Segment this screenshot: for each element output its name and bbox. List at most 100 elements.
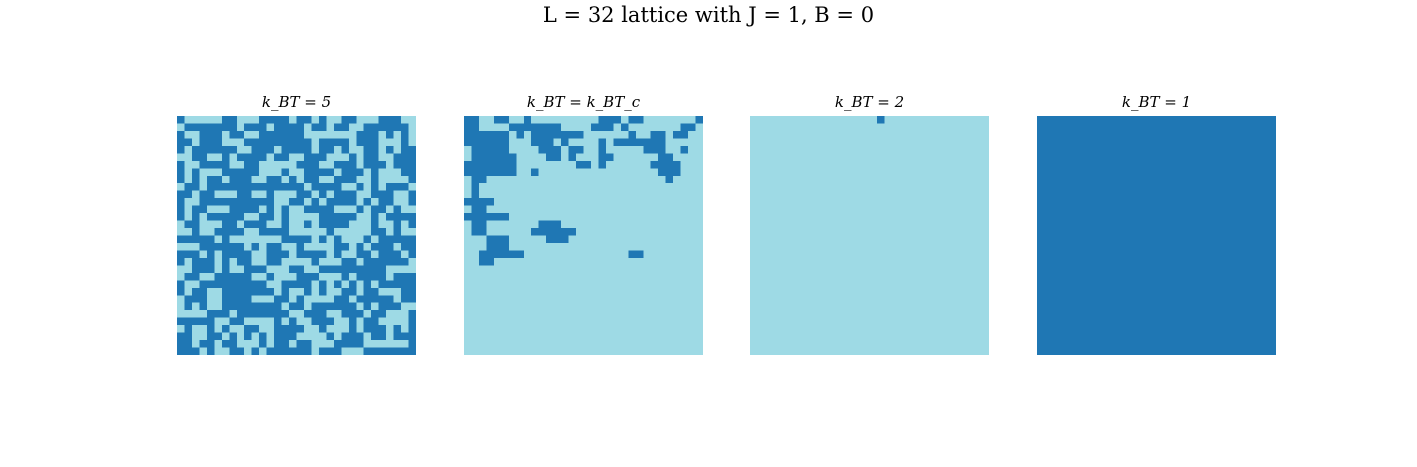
lattice-site	[1149, 183, 1157, 191]
lattice-site	[779, 205, 788, 214]
lattice-site	[1074, 220, 1082, 229]
lattice-site	[779, 116, 788, 124]
lattice-site	[408, 205, 416, 214]
lattice-site	[809, 272, 818, 281]
lattice-site	[371, 130, 379, 139]
lattice-site	[274, 160, 282, 169]
lattice-site	[303, 265, 312, 273]
lattice-site	[244, 325, 252, 333]
lattice-site	[673, 235, 681, 244]
lattice-site	[501, 250, 509, 259]
lattice-site	[531, 287, 539, 296]
lattice-site	[296, 347, 305, 355]
lattice-site	[929, 220, 937, 229]
lattice-site	[1059, 228, 1068, 236]
lattice-site	[576, 175, 584, 184]
lattice-site	[516, 190, 524, 199]
lattice-site	[236, 310, 245, 318]
lattice-site	[802, 347, 810, 355]
lattice-site	[695, 160, 703, 169]
lattice-site	[1126, 257, 1135, 266]
lattice-site	[590, 220, 599, 229]
lattice-site	[869, 220, 878, 229]
lattice-site	[839, 265, 848, 273]
lattice-site	[546, 332, 554, 341]
lattice-site	[590, 295, 599, 303]
lattice-site	[371, 325, 379, 333]
lattice-site	[531, 116, 539, 124]
lattice-site	[772, 160, 781, 169]
lattice-site	[546, 317, 554, 326]
lattice-site	[1216, 145, 1224, 154]
lattice-site	[944, 235, 952, 244]
lattice-site	[974, 198, 982, 206]
lattice-site	[1208, 213, 1217, 221]
lattice-site	[371, 198, 379, 206]
lattice-site	[899, 340, 907, 348]
lattice-site	[471, 265, 480, 273]
lattice-site	[658, 175, 666, 184]
lattice-site	[356, 123, 364, 132]
lattice-site	[221, 325, 230, 333]
lattice-site	[620, 228, 629, 236]
lattice-site	[869, 280, 878, 288]
lattice-site	[363, 302, 372, 311]
lattice-site	[341, 190, 349, 199]
lattice-site	[1201, 153, 1209, 161]
lattice-site	[259, 325, 267, 333]
lattice-site	[478, 190, 487, 199]
lattice-site	[568, 116, 577, 124]
lattice-site	[1141, 116, 1150, 124]
lattice-site	[1261, 310, 1269, 318]
lattice-site	[326, 205, 334, 214]
lattice-site	[1253, 242, 1262, 251]
lattice-site	[378, 205, 387, 214]
lattice-site	[393, 242, 402, 251]
lattice-site	[1104, 340, 1112, 348]
lattice-site	[221, 130, 230, 139]
lattice-site	[802, 183, 810, 191]
lattice-site	[289, 295, 297, 303]
lattice-site	[251, 250, 260, 259]
lattice-site	[363, 116, 372, 124]
lattice-site	[809, 190, 818, 199]
lattice-site	[1119, 287, 1127, 296]
lattice-site	[1231, 332, 1239, 341]
lattice-site	[493, 272, 502, 281]
lattice-site	[779, 272, 788, 281]
lattice-site	[1156, 220, 1165, 229]
lattice-site	[802, 220, 810, 229]
lattice-site	[1044, 116, 1053, 124]
lattice-site	[884, 257, 893, 266]
lattice-site	[523, 235, 532, 244]
lattice-site	[1246, 332, 1254, 341]
lattice-site	[876, 347, 885, 355]
lattice-site	[590, 160, 599, 169]
lattice-site	[643, 198, 651, 206]
lattice-site	[613, 265, 621, 273]
lattice-site	[779, 265, 788, 273]
lattice-site	[1104, 130, 1112, 139]
lattice-site	[899, 272, 907, 281]
lattice-site	[386, 205, 394, 214]
lattice-site	[824, 332, 833, 341]
lattice-site	[1186, 220, 1194, 229]
lattice-site	[906, 228, 915, 236]
lattice-site	[665, 160, 674, 169]
lattice-site	[1037, 310, 1045, 318]
lattice-site	[356, 235, 364, 244]
lattice-site	[914, 295, 922, 303]
lattice-site	[1223, 116, 1232, 124]
lattice-site	[1111, 280, 1120, 288]
lattice-site	[794, 302, 803, 311]
lattice-site	[561, 280, 569, 288]
lattice-site	[605, 153, 614, 161]
lattice-site	[1201, 332, 1209, 341]
lattice-site	[561, 213, 569, 221]
lattice-site	[628, 317, 636, 326]
lattice-site	[891, 250, 900, 259]
lattice-site	[1081, 205, 1090, 214]
lattice-site	[929, 265, 937, 273]
lattice-site	[1186, 340, 1194, 348]
lattice-site	[1074, 347, 1082, 355]
